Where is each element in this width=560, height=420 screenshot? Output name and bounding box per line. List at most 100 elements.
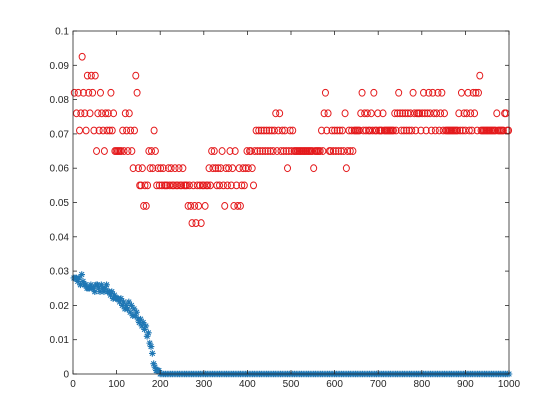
data-point [91, 288, 99, 295]
data-point [77, 109, 85, 118]
data-point [218, 147, 226, 155]
data-point [121, 109, 129, 118]
series-0 [70, 52, 513, 227]
data-point [318, 126, 326, 135]
data-point [191, 202, 199, 210]
data-point [316, 147, 324, 155]
data-point [248, 164, 256, 173]
data-point [227, 181, 235, 190]
data-point [417, 126, 425, 135]
data-point [140, 202, 148, 210]
data-point [206, 181, 214, 190]
data-point [222, 164, 230, 173]
data-point [82, 126, 90, 135]
data-point [437, 109, 445, 118]
data-point [102, 109, 110, 118]
data-point [146, 164, 154, 173]
data-point [93, 147, 101, 155]
data-point [389, 126, 397, 135]
data-point [250, 181, 258, 190]
data-point [99, 126, 107, 135]
data-point [361, 109, 369, 118]
data-point [86, 109, 94, 118]
data-point [200, 181, 208, 190]
data-point [215, 181, 223, 190]
data-point [234, 202, 242, 210]
data-point [188, 219, 196, 227]
data-point [151, 363, 159, 371]
data-point [310, 164, 318, 173]
data-point [139, 319, 147, 326]
data-point [110, 109, 118, 118]
data-point [420, 88, 428, 97]
data-point [77, 281, 84, 289]
data-point [461, 126, 469, 135]
data-point [111, 291, 118, 299]
data-point [491, 126, 499, 135]
data-point [104, 109, 112, 118]
y-tick-label: 0.03 [50, 267, 70, 278]
data-point [178, 181, 186, 190]
data-point [95, 126, 103, 135]
y-tick-label: 0.05 [50, 198, 70, 209]
data-point [219, 181, 227, 190]
data-point [238, 181, 246, 190]
data-point [455, 109, 463, 118]
x-tick-label: 700 [370, 379, 387, 390]
data-point [125, 298, 133, 306]
data-point [355, 126, 363, 135]
data-point [116, 298, 123, 306]
data-point [83, 71, 91, 80]
data-point [405, 126, 413, 135]
data-point [319, 147, 327, 155]
data-point [142, 322, 150, 330]
data-point [456, 126, 464, 135]
data-point [416, 109, 424, 118]
data-point [223, 181, 231, 190]
data-point [210, 147, 218, 155]
data-point [435, 126, 443, 135]
data-point [134, 164, 142, 173]
data-point [281, 126, 289, 135]
data-point [370, 88, 378, 97]
data-point [369, 126, 377, 135]
data-point [82, 281, 89, 289]
y-tick-label: 0.07 [50, 129, 70, 140]
data-point [151, 147, 159, 155]
data-point [96, 88, 104, 97]
data-point [117, 295, 125, 302]
data-point [141, 181, 149, 190]
data-point [400, 126, 408, 135]
data-point [338, 126, 346, 135]
data-point [95, 284, 103, 292]
data-point [252, 126, 260, 135]
data-point [404, 109, 412, 118]
data-point [212, 164, 220, 173]
data-point [278, 126, 286, 135]
x-tick-label: 0 [70, 379, 76, 390]
data-point [147, 147, 155, 155]
data-point [403, 126, 411, 135]
data-point [94, 281, 101, 289]
data-point [471, 109, 479, 118]
data-point [79, 278, 87, 285]
data-point [468, 126, 476, 135]
data-point [233, 181, 240, 190]
data-point [274, 126, 282, 135]
data-point [440, 109, 448, 118]
data-point [408, 126, 416, 135]
data-point [344, 147, 352, 155]
data-point [372, 126, 380, 135]
data-point [138, 322, 146, 330]
data-point [331, 126, 339, 135]
data-point [154, 164, 162, 173]
data-point [91, 71, 99, 80]
data-point [378, 126, 386, 135]
data-point [465, 126, 473, 135]
data-point [409, 88, 417, 97]
data-point [201, 202, 209, 210]
data-point [217, 164, 225, 173]
data-point [476, 71, 484, 80]
data-point [133, 308, 140, 316]
data-point [261, 147, 269, 155]
